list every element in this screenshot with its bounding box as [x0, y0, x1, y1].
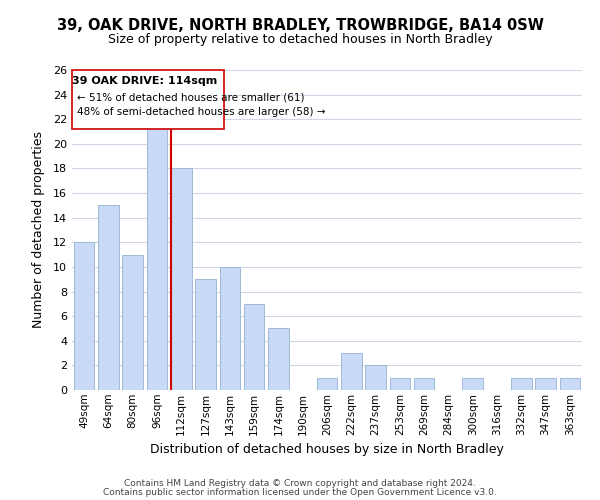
Bar	[365, 366, 386, 390]
Text: 48% of semi-detached houses are larger (58) →: 48% of semi-detached houses are larger (…	[77, 107, 325, 117]
Text: ← 51% of detached houses are smaller (61): ← 51% of detached houses are smaller (61…	[77, 92, 304, 102]
Bar	[195, 279, 216, 390]
X-axis label: Distribution of detached houses by size in North Bradley: Distribution of detached houses by size …	[150, 443, 504, 456]
Bar	[341, 353, 362, 390]
Bar	[98, 206, 119, 390]
Bar	[511, 378, 532, 390]
Bar	[122, 254, 143, 390]
Bar	[146, 119, 167, 390]
Bar	[220, 267, 240, 390]
Bar	[244, 304, 265, 390]
Text: Contains HM Land Registry data © Crown copyright and database right 2024.: Contains HM Land Registry data © Crown c…	[124, 478, 476, 488]
Bar	[317, 378, 337, 390]
Text: Size of property relative to detached houses in North Bradley: Size of property relative to detached ho…	[107, 32, 493, 46]
FancyBboxPatch shape	[72, 70, 224, 129]
Text: 39 OAK DRIVE: 114sqm: 39 OAK DRIVE: 114sqm	[72, 76, 217, 86]
Bar	[171, 168, 191, 390]
Bar	[389, 378, 410, 390]
Bar	[560, 378, 580, 390]
Text: Contains public sector information licensed under the Open Government Licence v3: Contains public sector information licen…	[103, 488, 497, 497]
Bar	[535, 378, 556, 390]
Bar	[414, 378, 434, 390]
Y-axis label: Number of detached properties: Number of detached properties	[32, 132, 44, 328]
Bar	[463, 378, 483, 390]
Bar	[268, 328, 289, 390]
Text: 39, OAK DRIVE, NORTH BRADLEY, TROWBRIDGE, BA14 0SW: 39, OAK DRIVE, NORTH BRADLEY, TROWBRIDGE…	[56, 18, 544, 32]
Bar	[74, 242, 94, 390]
